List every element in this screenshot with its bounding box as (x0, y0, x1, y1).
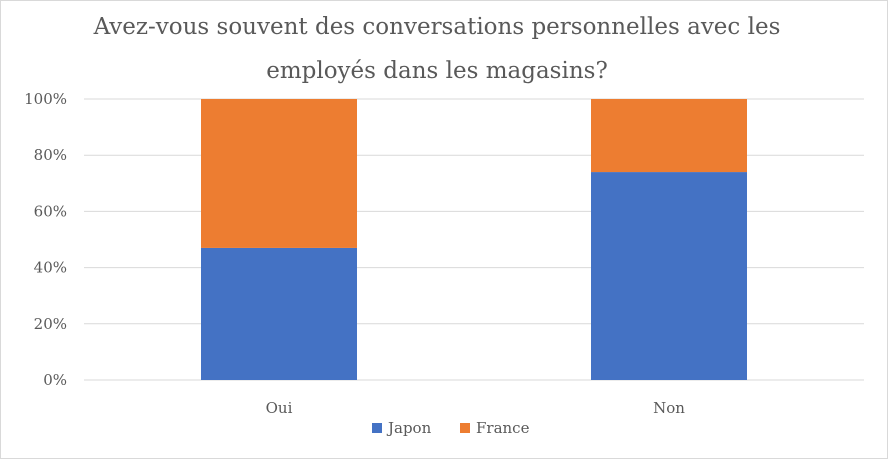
y-tick-label: 0% (43, 371, 67, 389)
legend-swatch-france (460, 423, 470, 433)
y-tick-label: 100% (24, 90, 67, 108)
legend: Japon France (372, 419, 530, 437)
y-axis-ticks: 0% 20% 40% 60% 80% 100% (24, 90, 67, 389)
bar-france-non (591, 99, 747, 173)
bar-japon-non (591, 172, 747, 380)
legend-label-france: France (476, 419, 530, 437)
legend-swatch-japon (372, 423, 382, 433)
y-tick-label: 60% (34, 202, 67, 220)
bar-japon-oui (201, 247, 357, 380)
y-tick-label: 20% (34, 315, 67, 333)
bars (201, 99, 747, 380)
y-tick-label: 40% (34, 259, 67, 277)
chart-title-line-1: Avez-vous souvent des conversations pers… (93, 14, 781, 40)
x-tick-label: Oui (266, 399, 293, 417)
x-axis-ticks: Oui Non (266, 399, 686, 417)
bar-france-oui (201, 99, 357, 248)
legend-label-japon: Japon (386, 419, 432, 437)
y-tick-label: 80% (34, 146, 67, 164)
x-tick-label: Non (653, 399, 685, 417)
chart-title-line-2: employés dans les magasins? (266, 58, 608, 84)
